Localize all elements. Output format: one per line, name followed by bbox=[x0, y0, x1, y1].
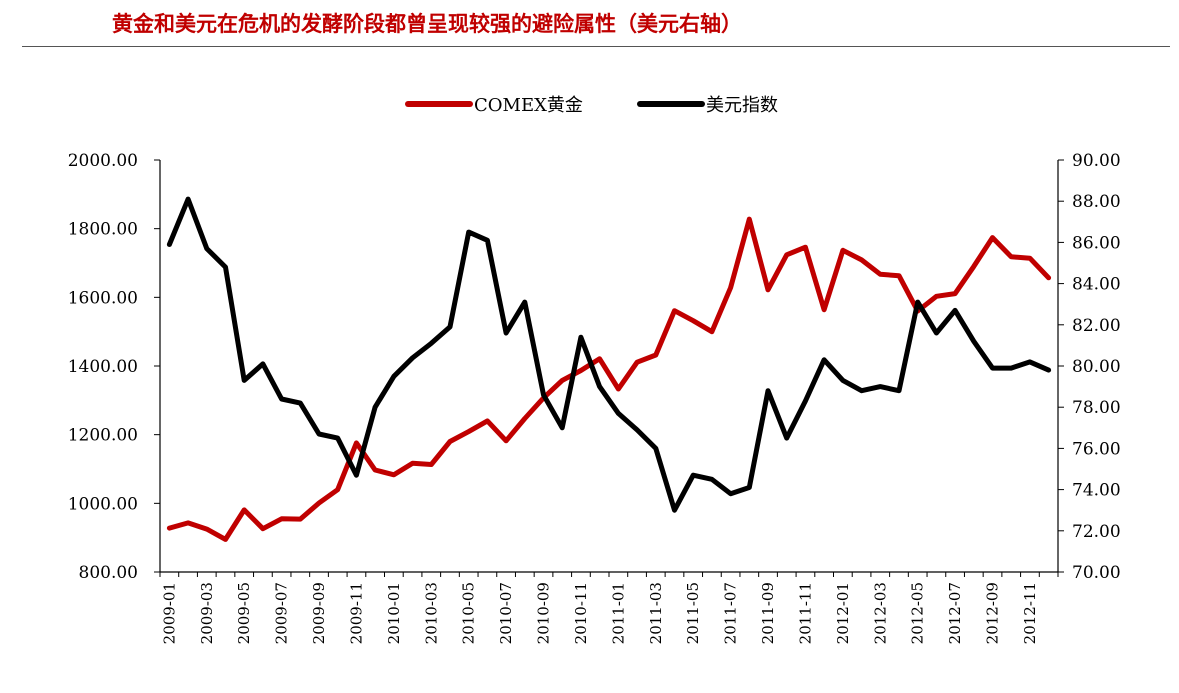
x-tick-label: 2011-07 bbox=[722, 582, 740, 644]
x-tick-label: 2009-01 bbox=[160, 582, 178, 644]
left-tick-label: 1800.00 bbox=[68, 220, 138, 240]
right-tick-label: 80.00 bbox=[1072, 357, 1121, 377]
x-tick-label: 2011-11 bbox=[796, 582, 814, 644]
left-tick-label: 1400.00 bbox=[68, 357, 138, 377]
x-tick-label: 2010-07 bbox=[497, 582, 515, 644]
legend-label: COMEX黄金 bbox=[474, 95, 583, 116]
right-tick-label: 90.00 bbox=[1072, 151, 1121, 171]
x-tick-label: 2012-07 bbox=[946, 582, 964, 644]
x-tick-label: 2011-03 bbox=[647, 582, 665, 644]
x-tick-label: 2009-11 bbox=[347, 582, 365, 644]
x-tick-label: 2011-01 bbox=[609, 582, 627, 644]
right-tick-label: 86.00 bbox=[1072, 233, 1121, 253]
chart-title: 黄金和美元在危机的发酵阶段都曾呈现较强的避险属性（美元右轴） bbox=[112, 12, 742, 36]
right-tick-label: 88.00 bbox=[1072, 192, 1121, 212]
left-tick-label: 2000.00 bbox=[68, 151, 138, 171]
x-tick-label: 2010-11 bbox=[572, 582, 590, 644]
x-tick-label: 2012-09 bbox=[984, 582, 1002, 644]
left-tick-label: 1600.00 bbox=[68, 288, 138, 308]
x-tick-label: 2009-05 bbox=[235, 582, 253, 644]
x-tick-label: 2009-09 bbox=[310, 582, 328, 644]
legend-label: 美元指数 bbox=[706, 95, 778, 116]
x-tick-label: 2012-05 bbox=[909, 582, 927, 644]
x-tick-label: 2012-03 bbox=[871, 582, 889, 644]
x-tick-label: 2011-05 bbox=[684, 582, 702, 644]
right-tick-label: 84.00 bbox=[1072, 275, 1121, 295]
x-tick-label: 2010-01 bbox=[385, 582, 403, 644]
x-tick-label: 2012-11 bbox=[1021, 582, 1039, 644]
right-tick-label: 76.00 bbox=[1072, 439, 1121, 459]
right-tick-label: 82.00 bbox=[1072, 316, 1121, 336]
x-tick-label: 2009-07 bbox=[273, 582, 291, 644]
series-line-usd bbox=[166, 196, 1052, 513]
right-tick-label: 74.00 bbox=[1072, 481, 1121, 501]
right-tick-label: 78.00 bbox=[1072, 398, 1121, 418]
title-divider bbox=[22, 46, 1170, 47]
x-tick-label: 2010-05 bbox=[460, 582, 478, 644]
x-tick-label: 2012-01 bbox=[834, 582, 852, 644]
right-tick-label: 72.00 bbox=[1072, 522, 1121, 542]
left-tick-label: 1000.00 bbox=[68, 494, 138, 514]
series-line-gold bbox=[166, 216, 1052, 542]
x-tick-label: 2010-09 bbox=[535, 582, 553, 644]
x-tick-label: 2009-03 bbox=[198, 582, 216, 644]
x-tick-label: 2011-09 bbox=[759, 582, 777, 644]
right-tick-label: 70.00 bbox=[1072, 563, 1121, 583]
left-tick-label: 800.00 bbox=[79, 563, 138, 583]
left-tick-label: 1200.00 bbox=[68, 426, 138, 446]
x-tick-label: 2010-03 bbox=[422, 582, 440, 644]
